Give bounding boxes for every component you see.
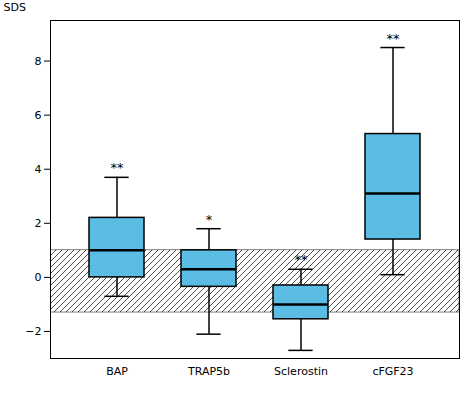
- svg-text:cFGF23: cFGF23: [372, 365, 413, 378]
- svg-text:TRAP5b: TRAP5b: [187, 365, 230, 378]
- svg-text:**: **: [387, 31, 401, 46]
- svg-text:**: **: [295, 252, 309, 267]
- svg-text:BAP: BAP: [106, 365, 128, 378]
- svg-text:6: 6: [35, 109, 42, 122]
- svg-text:**: **: [111, 160, 125, 175]
- svg-text:−2: −2: [25, 325, 41, 338]
- svg-text:SDS: SDS: [4, 1, 26, 14]
- svg-text:*: *: [206, 212, 213, 227]
- svg-text:8: 8: [35, 55, 42, 68]
- svg-text:0: 0: [35, 271, 42, 284]
- svg-text:4: 4: [35, 163, 42, 176]
- svg-text:2: 2: [35, 217, 42, 230]
- svg-text:Sclerostin: Sclerostin: [274, 365, 328, 378]
